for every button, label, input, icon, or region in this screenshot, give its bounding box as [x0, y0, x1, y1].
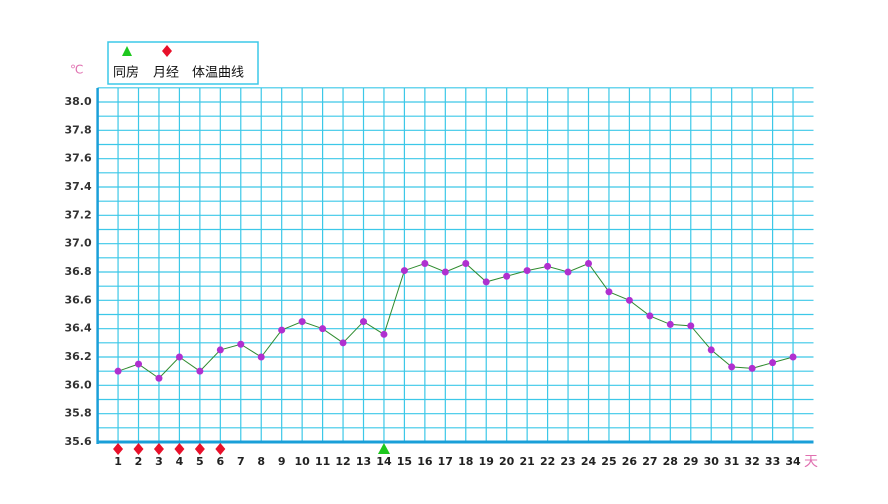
- x-tick-label: 5: [196, 455, 204, 468]
- intercourse-marker: [377, 443, 390, 454]
- temperature-point: [421, 260, 429, 267]
- temperature-point: [380, 330, 388, 338]
- menstruation-marker: [194, 443, 205, 455]
- x-tick-label: 19: [479, 455, 494, 468]
- temperature-point: [298, 318, 306, 326]
- temperature-point: [625, 296, 633, 304]
- temperature-point: [216, 346, 224, 354]
- menstruation-marker: [153, 443, 164, 455]
- x-tick-label: 30: [704, 455, 720, 468]
- x-tick-label: 25: [601, 455, 616, 468]
- x-tick-label: 28: [663, 455, 678, 468]
- x-tick-label: 24: [581, 455, 597, 468]
- x-tick-label: 22: [540, 455, 555, 468]
- x-tick-label: 4: [176, 455, 184, 468]
- legend-triangle: [122, 46, 132, 56]
- x-tick-label: 9: [278, 455, 286, 468]
- y-tick-label: 37.6: [64, 152, 91, 165]
- temperature-point: [196, 367, 204, 375]
- y-tick-label: 37.4: [64, 180, 91, 193]
- temperature-point: [360, 318, 368, 326]
- temperature-point: [175, 353, 183, 361]
- legend-label: 月经: [153, 66, 179, 81]
- x-tick-label: 26: [622, 455, 638, 468]
- temperature-point: [544, 262, 552, 270]
- x-tick-label: 14: [376, 455, 392, 468]
- temperature-point: [237, 340, 245, 348]
- temperature-point: [482, 278, 490, 286]
- temperature-point: [400, 267, 408, 275]
- x-tick-label: 33: [765, 455, 780, 468]
- y-tick-label: 36.6: [64, 293, 91, 306]
- x-tick-label: 2: [135, 455, 143, 468]
- menstruation-marker: [215, 443, 226, 455]
- x-tick-label: 18: [458, 455, 473, 468]
- temperature-point: [605, 288, 613, 296]
- temperature-point: [707, 346, 715, 354]
- menstruation-marker: [133, 443, 144, 455]
- y-tick-label: 37.2: [64, 208, 91, 221]
- temperature-point: [523, 267, 531, 275]
- x-tick-label: 21: [519, 455, 534, 468]
- x-tick-label: 12: [335, 455, 350, 468]
- legend-label: 体温曲线: [192, 66, 244, 81]
- x-tick-label: 34: [785, 455, 801, 468]
- x-tick-label: 10: [294, 455, 310, 468]
- x-tick-label: 3: [155, 455, 163, 468]
- x-tick-label: 11: [315, 455, 330, 468]
- temperature-line: [117, 262, 794, 379]
- x-unit: 天: [804, 454, 818, 470]
- temperature-point: [441, 268, 449, 276]
- temperature-point: [585, 260, 593, 267]
- menstruation-marker: [174, 443, 185, 455]
- temperature-point: [789, 353, 797, 361]
- y-tick-label: 36.2: [64, 350, 91, 363]
- temperature-point: [728, 363, 736, 371]
- y-tick-label: 35.8: [64, 407, 91, 420]
- temperature-point: [462, 260, 470, 267]
- temperature-point: [666, 320, 674, 328]
- y-tick-label: 36.4: [64, 322, 91, 335]
- x-tick-label: 20: [499, 455, 515, 468]
- y-tick-label: 38.0: [64, 95, 91, 108]
- x-tick-label: 32: [744, 455, 759, 468]
- x-tick-label: 6: [216, 455, 224, 468]
- x-tick-label: 13: [356, 455, 371, 468]
- y-tick-label: 36.0: [64, 378, 91, 391]
- x-tick-label: 8: [257, 455, 265, 468]
- x-tick-label: 16: [417, 455, 433, 468]
- temperature-point: [503, 272, 511, 280]
- y-tick-label: 37.0: [64, 237, 91, 250]
- x-tick-label: 31: [724, 455, 739, 468]
- temperature-point: [769, 359, 777, 367]
- legend-label: 同房: [113, 65, 139, 81]
- x-tick-label: 7: [237, 455, 245, 468]
- temperature-point: [687, 322, 695, 330]
- y-unit: ℃: [70, 63, 83, 77]
- temperature-point: [319, 325, 327, 333]
- menstruation-marker: [113, 443, 124, 455]
- temperature-point: [257, 353, 265, 361]
- temperature-point: [114, 367, 122, 375]
- temperature-point: [748, 364, 756, 372]
- y-tick-label: 35.6: [64, 435, 91, 448]
- temperature-point: [278, 326, 286, 334]
- x-tick-label: 15: [397, 455, 412, 468]
- temperature-point: [155, 374, 163, 382]
- x-tick-label: 23: [560, 455, 575, 468]
- legend-diamond: [162, 45, 172, 57]
- x-tick-label: 1: [114, 455, 122, 468]
- x-tick-label: 17: [438, 455, 453, 468]
- temperature-point: [564, 268, 572, 276]
- legend-box: [107, 41, 259, 85]
- y-tick-label: 36.8: [64, 265, 91, 278]
- temperature-point: [646, 312, 654, 320]
- temperature-point: [135, 360, 143, 368]
- temperature-point: [339, 339, 347, 347]
- x-tick-label: 29: [683, 455, 698, 468]
- x-tick-label: 27: [642, 455, 657, 468]
- y-tick-label: 37.8: [64, 123, 91, 136]
